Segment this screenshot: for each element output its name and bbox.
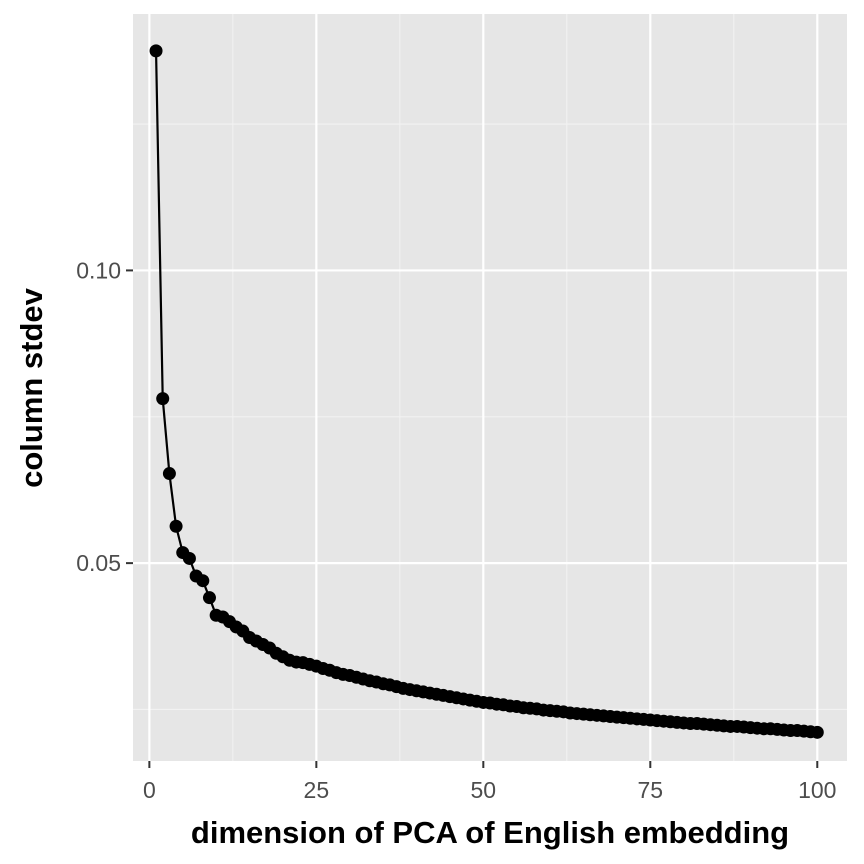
- x-axis-title: dimension of PCA of English embedding: [191, 815, 789, 850]
- y-axis-title: column stdev: [14, 287, 49, 488]
- x-tick-label: 75: [638, 777, 664, 803]
- data-point: [169, 519, 183, 533]
- plot-panel: [133, 14, 847, 761]
- y-tick-label: 0.05: [76, 550, 121, 576]
- x-tick-label: 25: [304, 777, 330, 803]
- series-layer: [149, 44, 824, 739]
- x-tick-label: 50: [471, 777, 497, 803]
- data-point: [149, 44, 163, 58]
- x-axis-ticks: 0 25 50 75 100: [143, 761, 836, 803]
- data-point: [162, 467, 176, 481]
- y-tick-label: 0.10: [76, 257, 121, 283]
- x-tick-label: 0: [143, 777, 156, 803]
- data-point: [810, 725, 824, 739]
- x-tick-label: 100: [798, 777, 836, 803]
- data-point: [182, 551, 196, 565]
- data-point: [196, 574, 210, 588]
- data-point: [156, 392, 170, 406]
- data-point: [202, 591, 216, 605]
- y-axis-ticks: 0.05 0.10: [76, 257, 133, 576]
- major-gridlines: [133, 14, 847, 761]
